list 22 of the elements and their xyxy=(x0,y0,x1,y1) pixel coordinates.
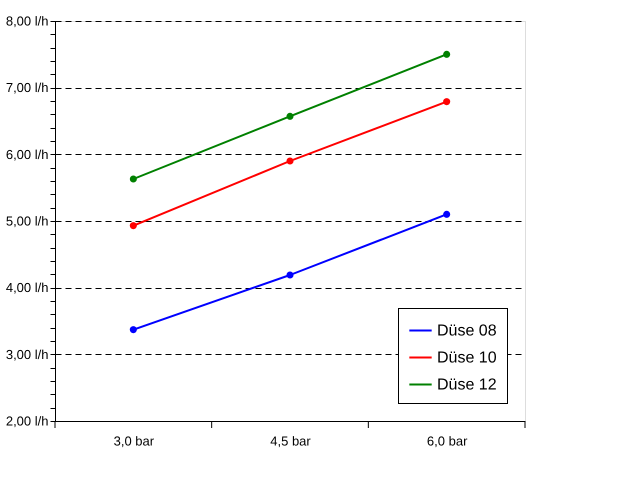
legend-label: Düse 08 xyxy=(437,322,497,340)
point xyxy=(130,326,137,334)
legend-label: Düse 12 xyxy=(437,376,497,394)
y-tick-label: 8,00 l/h xyxy=(6,14,48,28)
point xyxy=(286,271,294,279)
x-tick-label: 3,0 bar xyxy=(114,434,155,448)
y-tick-label: 6,00 l/h xyxy=(6,146,48,162)
point xyxy=(443,98,450,106)
point xyxy=(130,175,137,183)
y-tick-label: 3,00 l/h xyxy=(6,346,48,362)
point xyxy=(443,210,450,218)
x-tick-label: 4,5 bar xyxy=(270,434,312,448)
point xyxy=(286,112,294,120)
legend-label: Düse 10 xyxy=(437,350,497,366)
point xyxy=(286,157,294,165)
y-tick-label: 4,00 l/h xyxy=(6,280,48,296)
point xyxy=(443,50,450,58)
x-tick-label: 6,0 bar xyxy=(426,434,468,448)
point xyxy=(130,222,137,230)
y-tick-label: 7,00 l/h xyxy=(6,80,48,96)
y-tick-label: 2,00 l/h xyxy=(6,414,48,428)
y-tick-label: 5,00 l/h xyxy=(6,214,48,228)
